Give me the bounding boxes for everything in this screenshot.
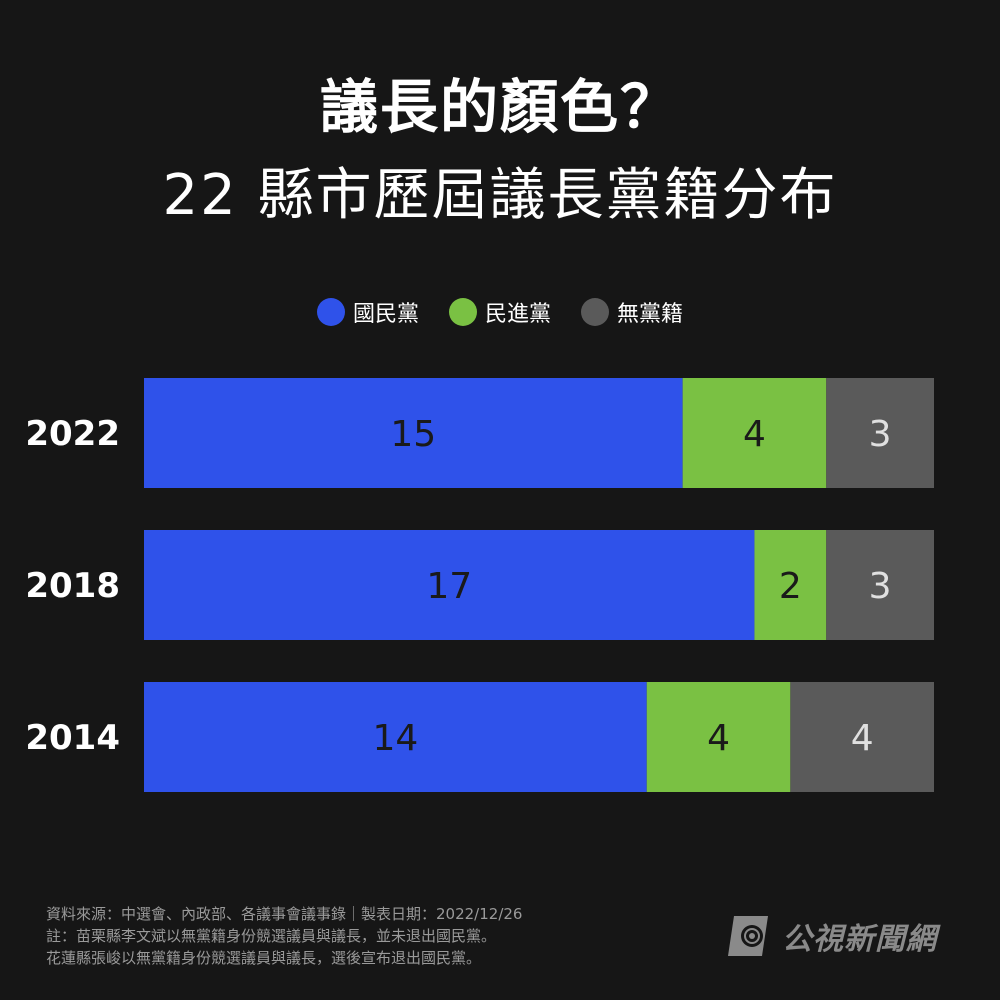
- bar-value-label-dpp-2022: 4: [743, 414, 766, 455]
- footer-note-2: 花蓮縣張峻以無黨籍身份競選議員與議長，選後宣布退出國民黨。: [46, 949, 482, 967]
- footer-note-1: 註：苗栗縣李文斌以無黨籍身份競選議員與議長，並未退出國民黨。: [46, 927, 497, 945]
- legend-item-independent: 無黨籍: [581, 296, 683, 328]
- bar-segment-dpp-2014: [646, 682, 791, 792]
- legend-item-kmt: 國民黨: [316, 296, 419, 328]
- chart-subtitle: 22 縣市歷屆議長黨籍分布: [162, 163, 838, 228]
- legend-swatch-independent: [581, 298, 609, 326]
- logo-text: 公視新聞網: [782, 922, 937, 957]
- bar-value-label-independent-2018: 3: [869, 566, 892, 607]
- year-label-2022: 2022: [25, 414, 120, 454]
- pts-logo-icon: [728, 916, 768, 956]
- bar-segment-dpp-2018: [754, 530, 827, 640]
- bar-value-label-dpp-2014: 4: [707, 718, 730, 759]
- bar-segment-independent-2018: [826, 530, 934, 640]
- chart-title: 議長的顏色？: [319, 73, 680, 141]
- bar-value-label-kmt-2018: 17: [426, 566, 472, 607]
- bar-segment-dpp-2022: [682, 378, 827, 488]
- bar-segment-kmt-2018: [144, 530, 755, 640]
- year-label-2014: 2014: [25, 718, 120, 758]
- bar-segment-independent-2014: [790, 682, 934, 792]
- legend-label-dpp: 民進黨: [484, 302, 551, 327]
- year-label-2018: 2018: [25, 566, 120, 606]
- legend-label-kmt: 國民黨: [352, 302, 419, 327]
- bar-value-label-kmt-2022: 15: [390, 414, 436, 455]
- legend-item-dpp: 民進黨: [448, 296, 551, 328]
- bar-segment-kmt-2014: [144, 682, 647, 792]
- legend-swatch-dpp: [448, 298, 477, 326]
- footer-source: 資料來源：中選會、內政部、各議事會議事錄｜製表日期：2022/12/26: [46, 905, 523, 923]
- bar-segment-kmt-2022: [144, 378, 683, 488]
- bar-value-label-dpp-2018: 2: [779, 566, 802, 607]
- pts-logo: 公視新聞網: [728, 914, 937, 958]
- legend-label-independent: 無黨籍: [617, 302, 684, 327]
- bar-value-label-kmt-2014: 14: [372, 718, 418, 759]
- bar-value-label-independent-2014: 4: [851, 718, 874, 759]
- bar-segment-independent-2022: [826, 378, 934, 488]
- footer-notes: 資料來源：中選會、內政部、各議事會議事錄｜製表日期：2022/12/26 註：苗…: [46, 903, 522, 969]
- bar-value-label-independent-2022: 3: [869, 414, 892, 455]
- legend-swatch-kmt: [316, 298, 345, 326]
- legend: 國民黨 民進黨 無黨籍: [0, 296, 1000, 328]
